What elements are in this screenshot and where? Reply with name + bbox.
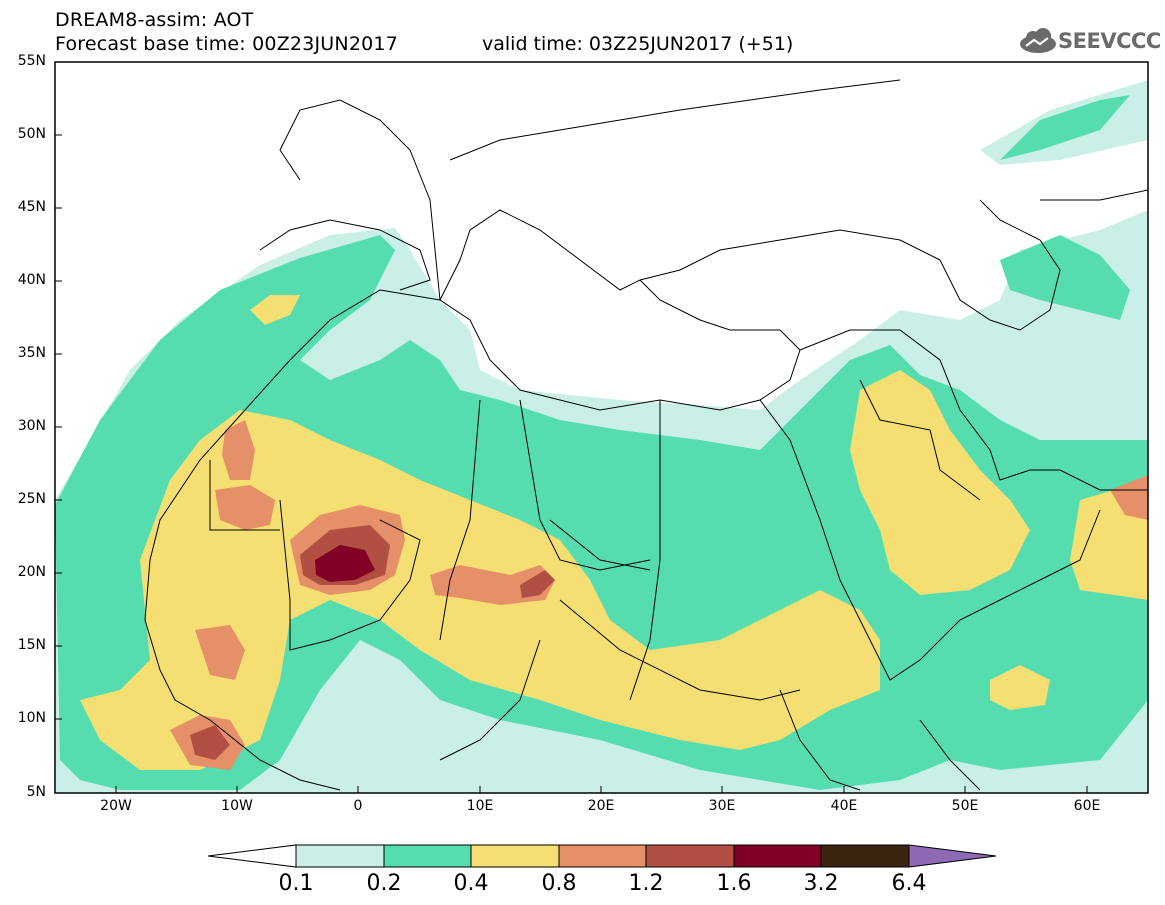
lon-label-10e: 10E xyxy=(466,798,494,814)
aot-band-0-4d xyxy=(990,665,1050,710)
aot-band-0-2c xyxy=(1000,95,1130,160)
colorbar-cell-lt-0-1 xyxy=(207,844,297,868)
lon-label-30e: 30E xyxy=(708,798,736,814)
colorbar-cell-0-1 xyxy=(295,844,385,868)
colorbar xyxy=(207,844,997,868)
colorbar-label-6-4: 6.4 xyxy=(891,871,927,896)
lat-label-35n: 35N xyxy=(17,345,46,361)
colorbar-cell-0-2 xyxy=(383,844,472,868)
colorbar-label-3-2: 3.2 xyxy=(803,871,839,896)
colorbar-cell-0-4 xyxy=(470,844,560,868)
lat-label-20n: 20N xyxy=(17,564,46,580)
colorbar-cell-gt-6-4 xyxy=(908,844,997,868)
lon-label-0: 0 xyxy=(353,798,363,814)
lat-label-5n: 5N xyxy=(26,784,46,800)
aot-band-1-2b xyxy=(520,570,555,598)
logo-text: SEEVCCC xyxy=(1058,29,1161,53)
aot-band-1-2c xyxy=(190,725,230,760)
lat-label-55n: 55N xyxy=(17,53,46,69)
colorbar-cell-1-6 xyxy=(733,844,822,868)
lat-label-10n: 10N xyxy=(17,710,46,726)
aot-band-0-8c xyxy=(215,485,275,530)
valid-time: valid time: 03Z25JUN2017 (+51) xyxy=(482,33,794,55)
lat-label-50n: 50N xyxy=(17,126,46,142)
colorbar-cell-1-2 xyxy=(645,844,735,868)
lon-label-20e: 20E xyxy=(587,798,615,814)
axis-ticks xyxy=(55,61,1088,793)
aot-band-0-8g xyxy=(1110,475,1148,520)
forecast-base-time: Forecast base time: 00Z23JUN2017 xyxy=(55,33,398,55)
aot-band-0-2b xyxy=(1000,235,1130,320)
lat-label-25n: 25N xyxy=(17,491,46,507)
lat-label-45n: 45N xyxy=(17,199,46,215)
colorbar-cell-3-2 xyxy=(820,844,910,868)
lon-label-60e: 60E xyxy=(1073,798,1101,814)
colorbar-label-1-2: 1.2 xyxy=(628,871,664,896)
colorbar-label-0-1: 0.1 xyxy=(278,871,314,896)
colorbar-label-0-4: 0.4 xyxy=(453,871,489,896)
colorbar-label-1-6: 1.6 xyxy=(716,871,752,896)
lat-label-15n: 15N xyxy=(17,637,46,653)
lon-label-40e: 40E xyxy=(830,798,858,814)
colorbar-label-0-2: 0.2 xyxy=(366,871,402,896)
lat-label-30n: 30N xyxy=(17,418,46,434)
aot-band-0-8e xyxy=(195,625,245,680)
map-title: DREAM8-assim: AOT xyxy=(55,9,254,31)
aot-band-0-8d xyxy=(222,420,255,480)
lon-label-50e: 50E xyxy=(951,798,979,814)
coastlines xyxy=(144,79,1148,791)
lat-label-40n: 40N xyxy=(17,272,46,288)
colorbar-label-0-8: 0.8 xyxy=(541,871,577,896)
aot-band-0-4e xyxy=(250,295,300,325)
aot-band-0-4b xyxy=(850,370,1030,595)
aot-band-1-6 xyxy=(315,545,375,582)
cloud-icon xyxy=(1020,28,1056,53)
lon-label-20w: 20W xyxy=(100,798,132,814)
colorbar-cell-0-8 xyxy=(558,844,647,868)
seevccc-logo xyxy=(1020,28,1056,53)
lon-label-10w: 10W xyxy=(221,798,253,814)
